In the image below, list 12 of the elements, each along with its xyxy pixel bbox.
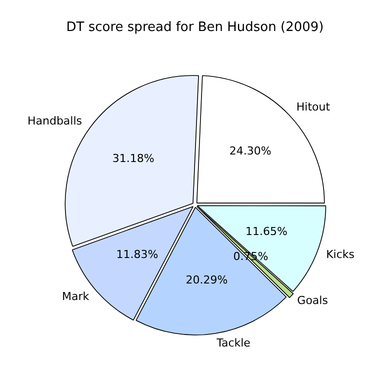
slice-label: Goals — [297, 294, 328, 307]
chart-title: DT score spread for Ben Hudson (2009) — [66, 20, 324, 36]
data-label: 31.18% — [112, 152, 154, 166]
data-label: 11.83% — [116, 248, 158, 261]
slice-label: Kicks — [326, 248, 355, 261]
slice-label: Handballs — [27, 114, 82, 128]
data-label: 20.29% — [186, 273, 228, 286]
data-label: 11.65% — [246, 225, 288, 238]
data-label: 24.30% — [229, 144, 272, 158]
slice-label: Tackle — [216, 336, 251, 350]
slice-label: Mark — [62, 290, 90, 303]
slice-label: Hitout — [296, 100, 331, 114]
